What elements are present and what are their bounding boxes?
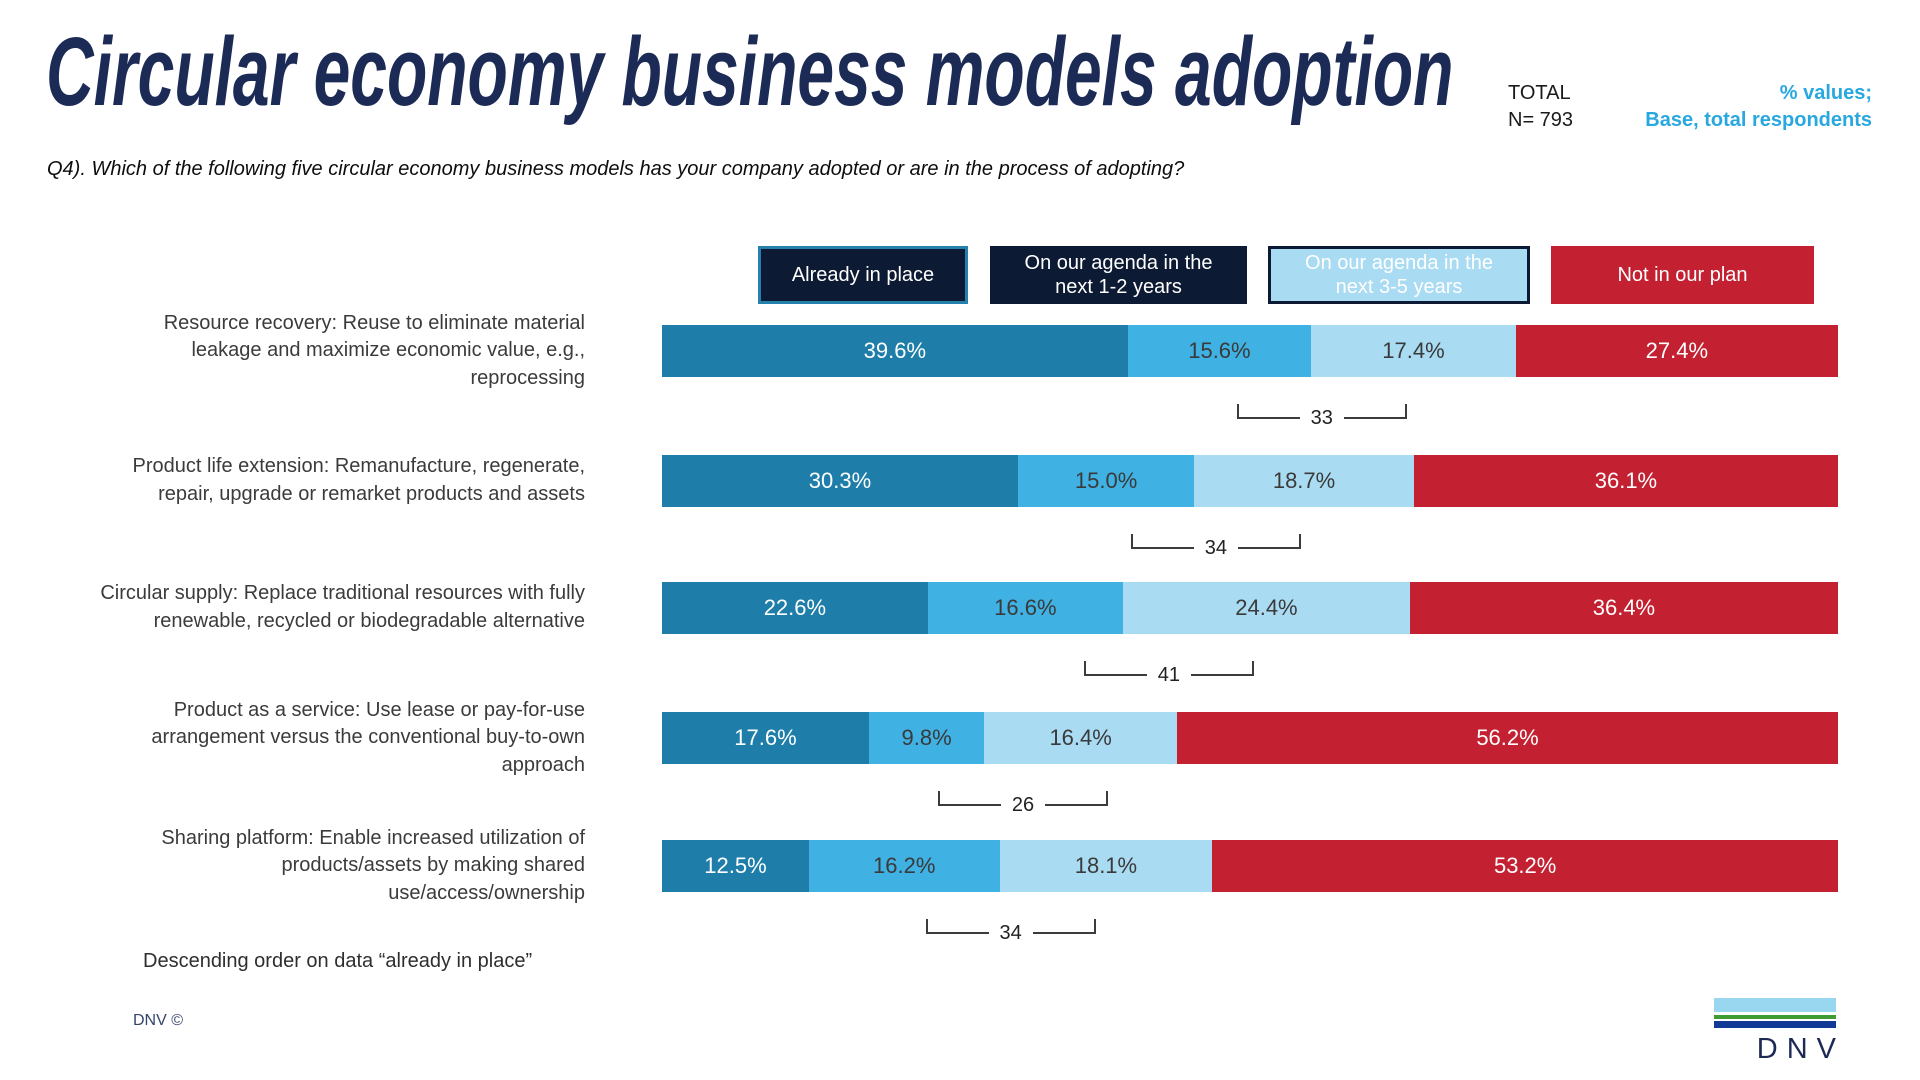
bar-segment: 56.2% — [1177, 712, 1838, 764]
row-category-label: Resource recovery: Reuse to eliminate ma… — [163, 311, 585, 389]
agenda-bracket: 34 — [925, 902, 1096, 943]
row-category-label: Product as a service: Use lease or pay-f… — [151, 698, 585, 776]
row-category-label: Product life extension: Remanufacture, r… — [132, 455, 585, 505]
agenda-bracket: 34 — [1130, 517, 1301, 558]
total-respondents: TOTAL N= 793 — [1508, 80, 1573, 134]
bar-segment: 27.4% — [1515, 325, 1838, 377]
logo-green-line-icon — [1714, 1015, 1836, 1019]
legend-label: Already in place — [791, 263, 935, 286]
bar-segment: 30.3% — [662, 455, 1018, 507]
agenda-bracket-zone: 34 — [809, 902, 1212, 943]
bracket-left-wing — [925, 919, 989, 934]
bracket-right-wing — [1032, 919, 1096, 934]
agenda-bracket-zone: 26 — [869, 774, 1177, 815]
bar-segment: 22.6% — [662, 582, 928, 634]
legend-label: Not in our plan — [1617, 263, 1748, 286]
agenda-bracket-zone: 34 — [1018, 517, 1414, 558]
bracket-left-wing — [938, 791, 1001, 806]
bar-segment: 15.6% — [1127, 325, 1312, 377]
bracket-right-wing — [1045, 791, 1109, 806]
bracket-left-wing — [1083, 661, 1147, 676]
row-category-label: Circular supply: Replace traditional res… — [100, 582, 585, 632]
bar-segment: 53.2% — [1212, 840, 1838, 892]
legend-agenda-1-2-years: On our agenda in the next 1-2 years — [990, 246, 1247, 304]
legend-label: On our agenda in the next 1-2 years — [1024, 251, 1213, 298]
total-label: TOTAL — [1508, 82, 1571, 104]
chart-row: Product life extension: Remanufacture, r… — [20, 455, 1838, 558]
bracket-left-wing — [1130, 534, 1194, 549]
chart-row: Circular supply: Replace traditional res… — [20, 582, 1838, 685]
bracket-right-wing — [1238, 534, 1301, 549]
chart-row: Sharing platform: Enable increased utili… — [20, 826, 1838, 943]
logo-navy-bar-icon — [1714, 1021, 1836, 1028]
legend-label: On our agenda in the next 3-5 years — [1305, 251, 1493, 298]
footnote: Descending order on data “already in pla… — [143, 950, 533, 972]
bar-segment: 16.2% — [809, 840, 1000, 892]
bar-segment: 36.4% — [1409, 582, 1838, 634]
bar-segment: 15.0% — [1017, 455, 1195, 507]
agenda-bracket-zone: 33 — [1128, 387, 1516, 428]
bracket-right-wing — [1190, 661, 1254, 676]
bracket-left-wing — [1236, 404, 1300, 419]
bar-segment: 18.7% — [1194, 455, 1414, 507]
bar-segment: 36.1% — [1413, 455, 1838, 507]
stacked-bar: 39.6% 15.6% 17.4% 27.4% 33 — [662, 325, 1838, 428]
bar-segment: 16.4% — [984, 712, 1178, 764]
values-note-line1: % values; — [1779, 82, 1872, 104]
row-category-label: Sharing platform: Enable increased utili… — [161, 826, 585, 904]
agenda-total-value: 33 — [1310, 407, 1333, 429]
logo-wordmark: DNV — [1756, 1033, 1845, 1065]
dnv-logo: DNV — [1714, 998, 1836, 1066]
agenda-bracket-zone: 41 — [928, 644, 1410, 685]
stacked-bar: 22.6% 16.6% 24.4% 36.4% 41 — [662, 582, 1838, 685]
bar-segment: 9.8% — [868, 712, 985, 764]
stacked-bar: 17.6% 9.8% 16.4% 56.2% 26 — [662, 712, 1838, 815]
page-title: Circular economy business models adoptio… — [46, 17, 1454, 126]
total-n-value: N= 793 — [1508, 109, 1574, 131]
chart-row: Product as a service: Use lease or pay-f… — [20, 698, 1838, 815]
agenda-total-value: 26 — [1011, 794, 1035, 816]
bar-segment: 18.1% — [999, 840, 1213, 892]
question-text: Q4). Which of the following five circula… — [47, 158, 1185, 180]
legend-agenda-3-5-years: On our agenda in the next 3-5 years — [1268, 246, 1530, 304]
legend-already-in-place: Already in place — [758, 246, 968, 304]
legend-not-in-our-plan: Not in our plan — [1551, 246, 1814, 304]
agenda-total-value: 41 — [1157, 664, 1180, 686]
copyright: DNV © — [133, 1012, 184, 1029]
bar-segment: 17.6% — [662, 712, 869, 764]
agenda-total-value: 34 — [999, 922, 1022, 944]
values-base-note: % values; Base, total respondents — [1645, 80, 1872, 134]
stacked-bar: 12.5% 16.2% 18.1% 53.2% 34 — [662, 840, 1838, 943]
chart-row: Resource recovery: Reuse to eliminate ma… — [20, 311, 1838, 428]
logo-sky-bar-icon — [1714, 998, 1836, 1012]
agenda-total-value: 34 — [1204, 537, 1228, 559]
bar-segment: 24.4% — [1122, 582, 1410, 634]
agenda-bracket: 33 — [1236, 387, 1407, 428]
bracket-right-wing — [1343, 404, 1407, 419]
bar-segment: 39.6% — [662, 325, 1128, 377]
agenda-bracket: 26 — [938, 774, 1109, 815]
agenda-bracket: 41 — [1083, 644, 1254, 685]
values-note-line2: Base, total respondents — [1645, 109, 1872, 131]
bar-segment: 12.5% — [662, 840, 809, 892]
bar-segment: 16.6% — [927, 582, 1123, 634]
bar-segment: 17.4% — [1311, 325, 1516, 377]
stacked-bar: 30.3% 15.0% 18.7% 36.1% 34 — [662, 455, 1838, 558]
